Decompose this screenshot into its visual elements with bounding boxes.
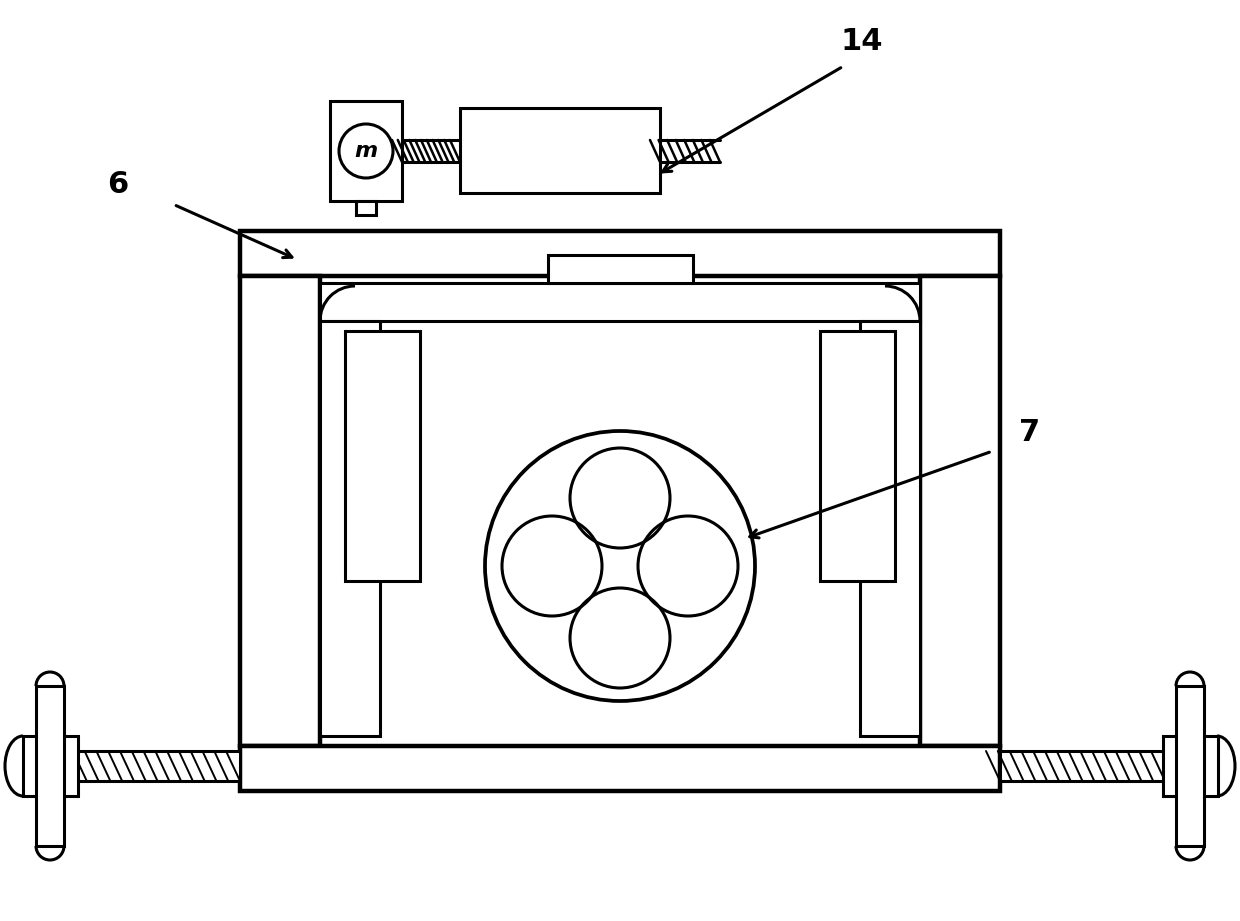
Bar bbox=[356, 201, 376, 215]
Bar bbox=[861, 321, 920, 736]
Bar bbox=[320, 321, 379, 736]
Bar bbox=[548, 255, 692, 283]
Bar bbox=[920, 276, 999, 746]
Bar bbox=[1163, 736, 1218, 796]
Bar bbox=[241, 746, 999, 791]
Bar bbox=[345, 331, 420, 581]
Bar bbox=[820, 331, 895, 581]
Bar bbox=[330, 101, 402, 201]
Bar bbox=[24, 736, 78, 796]
Bar bbox=[320, 283, 920, 321]
Bar bbox=[74, 751, 241, 781]
Bar bbox=[460, 108, 660, 193]
Bar bbox=[241, 276, 320, 746]
Text: 14: 14 bbox=[841, 27, 883, 56]
Text: 7: 7 bbox=[1018, 418, 1040, 448]
Text: 6: 6 bbox=[107, 169, 129, 199]
Text: m: m bbox=[355, 141, 377, 161]
Bar bbox=[36, 686, 64, 846]
Bar bbox=[241, 231, 999, 276]
Bar bbox=[1176, 686, 1204, 846]
Bar bbox=[999, 751, 1166, 781]
